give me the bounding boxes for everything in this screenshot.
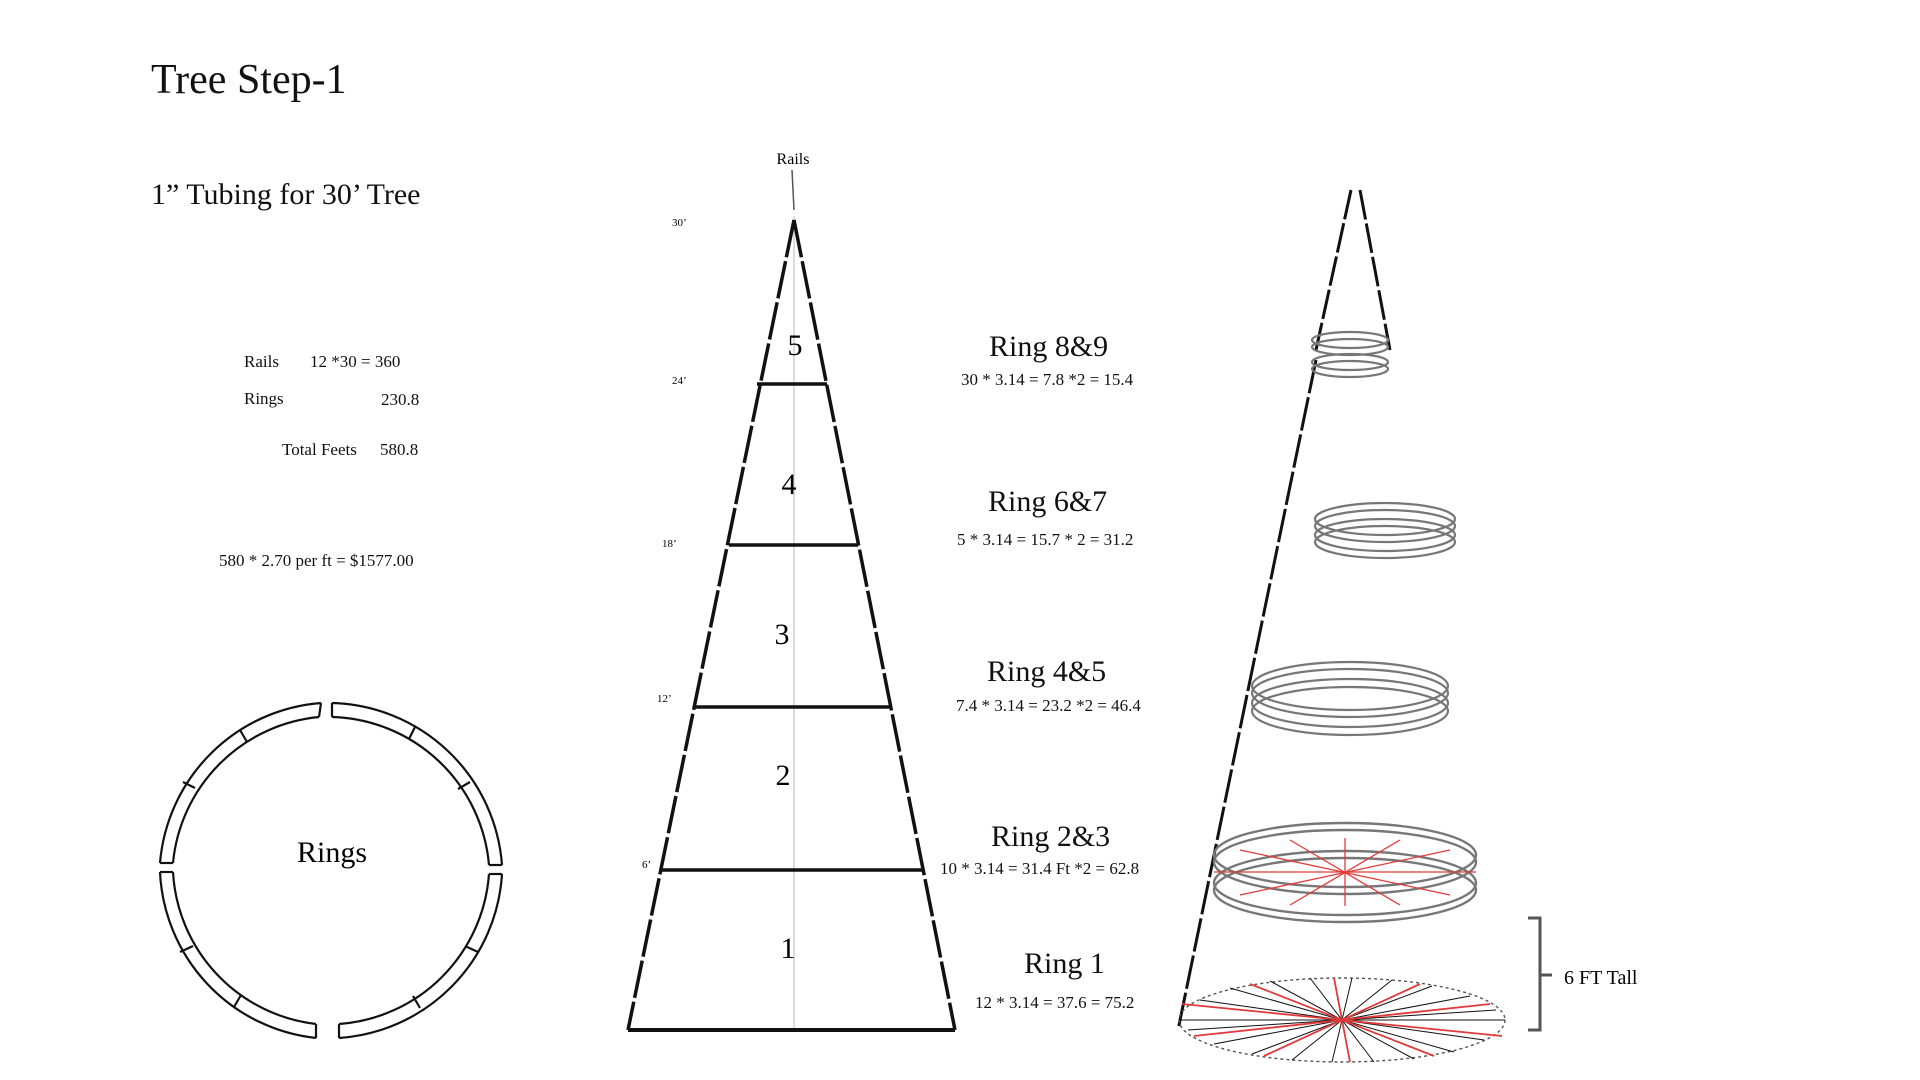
- ring-label-6-7: Ring 6&7: [988, 485, 1108, 518]
- ring-8-9: [1310, 330, 1390, 379]
- height-label-12: 12’: [657, 693, 672, 705]
- ring-formula-8-9: 30 * 3.14 = 7.8 *2 = 15.4: [961, 370, 1134, 389]
- flat-cone: [626, 169, 957, 1032]
- subtitle: 1” Tubing for 30’ Tree: [151, 178, 421, 211]
- section-number-5: 5: [788, 329, 803, 362]
- top-rail-right: [1358, 189, 1392, 351]
- page-title: Tree Step-1: [151, 57, 347, 103]
- ring-2-3-spokes: [1214, 838, 1476, 906]
- ring-4-5: [1250, 660, 1450, 737]
- rails-top-label: Rails: [777, 151, 810, 168]
- ring-formula-1: 12 * 3.14 = 37.6 = 75.2: [975, 993, 1135, 1012]
- rings-label: Rings: [244, 389, 284, 408]
- ring-1-base: [1178, 977, 1506, 1063]
- height-label-6: 6’: [642, 859, 651, 871]
- ring-segments-diagram: [158, 701, 504, 1040]
- ring-formula-2-3: 10 * 3.14 = 31.4 Ft *2 = 62.8: [940, 859, 1140, 878]
- ring-2-3: [1212, 821, 1478, 924]
- ring-label-8-9: Ring 8&9: [989, 330, 1109, 363]
- ring-label-1: Ring 1: [1024, 947, 1105, 980]
- top-rail-left: [1314, 189, 1353, 351]
- rings-circle-label: Rings: [297, 836, 367, 869]
- rings-value: 230.8: [381, 390, 420, 409]
- height-label-18: 18’: [662, 538, 677, 550]
- cone-right-edge: [792, 219, 957, 1031]
- rails-value: 12 *30 = 360: [310, 352, 401, 371]
- rails-label: Rails: [244, 352, 279, 371]
- height-label-24: 24’: [672, 375, 687, 387]
- ring-formula-6-7: 5 * 3.14 = 15.7 * 2 = 31.2: [957, 530, 1134, 549]
- height-bracket: [1528, 916, 1552, 1032]
- ring-label-4-5: Ring 4&5: [987, 655, 1107, 688]
- section-number-1: 1: [781, 932, 796, 965]
- ring-label-2-3: Ring 2&3: [991, 820, 1111, 853]
- cost-formula: 580 * 2.70 per ft = $1577.00: [219, 551, 414, 570]
- total-label: Total Feets: [282, 440, 357, 459]
- section-number-3: 3: [775, 618, 790, 651]
- ring-6-7: [1313, 501, 1457, 560]
- section-number-4: 4: [782, 468, 797, 501]
- total-value: 580.8: [380, 440, 419, 459]
- tree-3d: [1176, 189, 1552, 1063]
- ring-formula-4-5: 7.4 * 3.14 = 23.2 *2 = 46.4: [956, 696, 1141, 715]
- long-rail: [1176, 359, 1318, 1031]
- height-label-30: 30’: [672, 217, 687, 229]
- section-number-2: 2: [776, 759, 791, 792]
- cone-left-edge: [626, 219, 796, 1031]
- rails-pointer: [791, 169, 795, 211]
- six-ft-tall-label: 6 FT Tall: [1564, 967, 1638, 989]
- base-red-spokes: [1181, 977, 1503, 1063]
